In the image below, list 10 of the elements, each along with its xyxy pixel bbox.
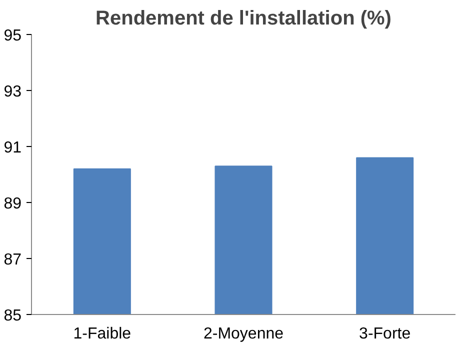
y-tick-label: 89 xyxy=(4,196,22,212)
y-tick-label: 87 xyxy=(4,252,22,268)
x-tick-label: 2-Moyenne xyxy=(203,326,284,342)
x-tick-label: 3-Forte xyxy=(359,326,411,342)
y-tick-label: 95 xyxy=(4,28,22,44)
y-tick-label: 85 xyxy=(4,308,22,324)
chart-title: Rendement de l'installation (%) xyxy=(96,8,392,30)
y-tick-label: 93 xyxy=(4,84,22,100)
x-tick-label: 1-Faible xyxy=(73,326,132,342)
y-tick-label: 91 xyxy=(4,140,22,156)
